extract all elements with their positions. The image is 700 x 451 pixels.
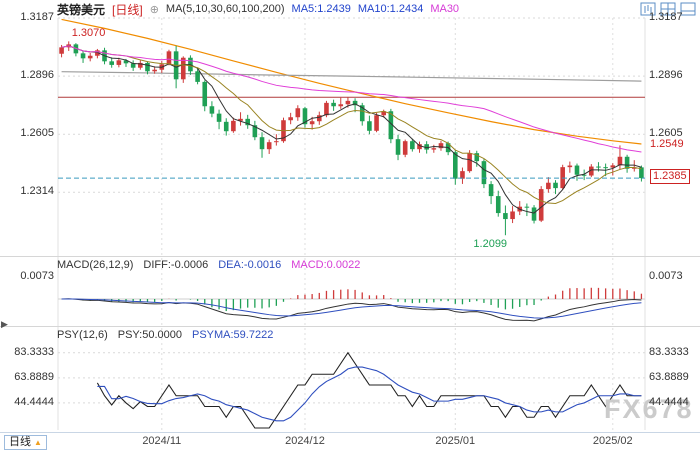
period-up-icon: ▲ bbox=[34, 438, 42, 447]
chart-header: 英镑美元 [日线] ⊕ MA(5,10,30,60,100,200) MA5:1… bbox=[0, 0, 700, 18]
watermark: FX678 bbox=[604, 394, 694, 424]
macd-macd-value: MACD:0.0022 bbox=[291, 259, 361, 271]
time-axis-bar: 日线 ▲ bbox=[0, 432, 700, 451]
kline-view-icon[interactable] bbox=[640, 2, 656, 16]
psy-params-label: PSY(12,6) bbox=[57, 329, 108, 341]
grid-view-icon[interactable] bbox=[660, 2, 676, 16]
psy-value: PSY:50.0000 bbox=[117, 329, 182, 341]
plus-circle-icon[interactable]: ⊕ bbox=[149, 3, 159, 16]
ma30-value: MA30 bbox=[430, 3, 460, 15]
period-tag[interactable]: [日线] bbox=[112, 2, 143, 17]
psy-header: PSY(12,6) PSY:50.0000 PSYMA:59.7222 bbox=[0, 327, 700, 343]
ma10-value: MA10:1.2434 bbox=[357, 3, 424, 15]
macd-dea-value: DEA:-0.0016 bbox=[218, 259, 282, 271]
period-selector[interactable]: 日线 ▲ bbox=[4, 435, 47, 450]
ma5-value: MA5:1.2439 bbox=[291, 3, 351, 15]
psyma-value: PSYMA:59.7222 bbox=[191, 329, 274, 341]
period-label: 日线 bbox=[9, 436, 31, 448]
symbol-name: 英镑美元 bbox=[57, 2, 106, 17]
macd-diff-value: DIFF:-0.0006 bbox=[143, 259, 209, 271]
macd-header: MACD(26,12,9) DIFF:-0.0006 DEA:-0.0016 M… bbox=[0, 257, 700, 273]
chart-toolbar bbox=[640, 2, 696, 16]
panel-expand-icon[interactable]: ▶ bbox=[1, 319, 8, 329]
ma-params-label: MA(5,10,30,60,100,200) bbox=[165, 3, 285, 15]
split-view-icon[interactable] bbox=[680, 2, 696, 16]
macd-params-label: MACD(26,12,9) bbox=[57, 259, 134, 271]
